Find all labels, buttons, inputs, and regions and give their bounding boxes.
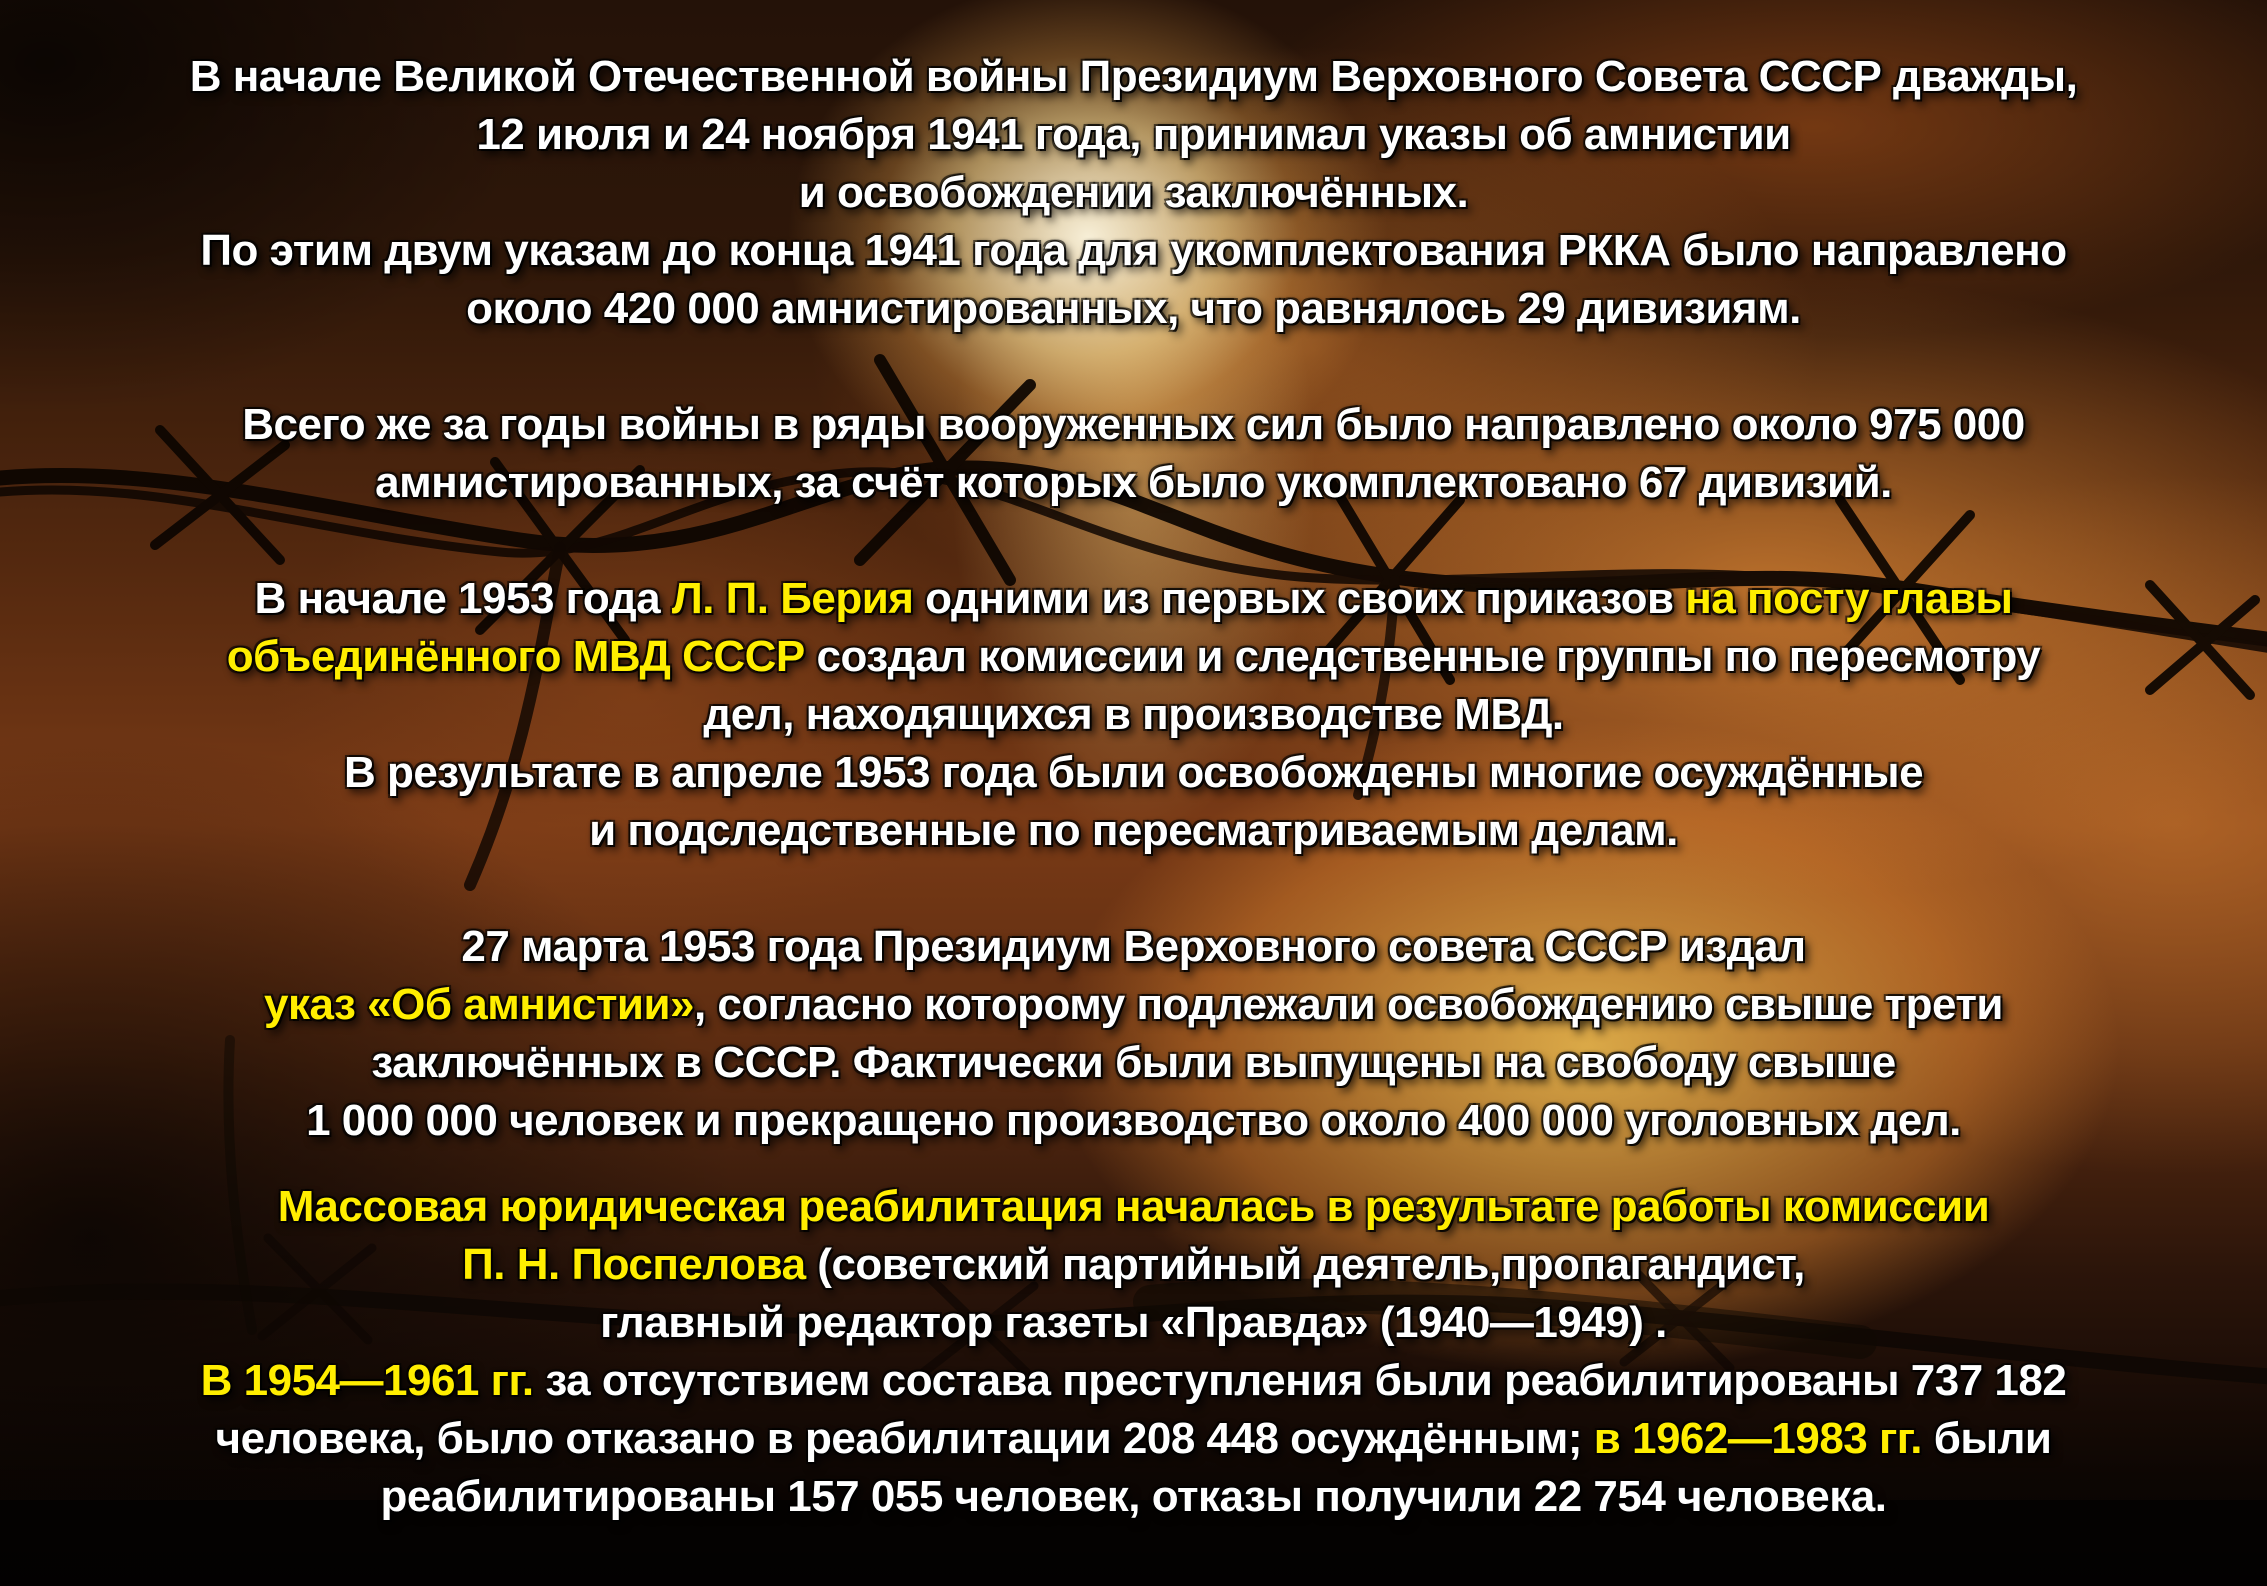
text-line: В начале Великой Отечественной войны Пре…: [0, 48, 2267, 106]
blank-line: [0, 512, 2267, 570]
text-segment: на посту главы: [1685, 574, 2013, 623]
text-line: Массовая юридическая реабилитация начала…: [0, 1178, 2267, 1236]
text-line: главный редактор газеты «Правда» (1940—1…: [0, 1294, 2267, 1352]
text-segment: Массовая юридическая реабилитация начала…: [277, 1182, 1990, 1231]
text-segment: главный редактор газеты «Правда» (1940—1…: [600, 1298, 1667, 1347]
text-segment: В 1954—1961 гг.: [200, 1356, 534, 1405]
text-line: Всего же за годы войны в ряды вооруженны…: [0, 396, 2267, 454]
text-segment: реабилитированы 157 055 человек, отказы …: [380, 1472, 1887, 1521]
text-segment: В результате в апреле 1953 года были осв…: [343, 748, 1924, 797]
text-line: В начале 1953 года Л. П. Берия одними из…: [0, 570, 2267, 628]
text-line: П. Н. Поспелова (советский партийный дея…: [0, 1236, 2267, 1294]
blank-line: [0, 1150, 2267, 1178]
text-segment: Всего же за годы войны в ряды вооруженны…: [242, 400, 2025, 449]
text-line: В 1954—1961 гг. за отсутствием состава п…: [0, 1352, 2267, 1410]
text-segment: человека, было отказано в реабилитации 2…: [215, 1414, 1594, 1463]
text-segment: По этим двум указам до конца 1941 года д…: [200, 226, 2067, 275]
text-line: около 420 000 амнистированных, что равня…: [0, 280, 2267, 338]
text-line: 1 000 000 человек и прекращено производс…: [0, 1092, 2267, 1150]
text-line: По этим двум указам до конца 1941 года д…: [0, 222, 2267, 280]
text-segment: П. Н. Поспелова: [462, 1240, 818, 1289]
text-line: заключённых в СССР. Фактически были выпу…: [0, 1034, 2267, 1092]
text-line: и подследственные по пересматриваемым де…: [0, 802, 2267, 860]
text-segment: заключённых в СССР. Фактически были выпу…: [371, 1038, 1896, 1087]
blank-line: [0, 338, 2267, 396]
text-segment: за отсутствием состава преступления были…: [533, 1356, 2067, 1405]
text-segment: , согласно которому подлежали освобожден…: [693, 980, 2003, 1029]
text-line: объединённого МВД СССР создал комиссии и…: [0, 628, 2267, 686]
text-segment: одними из первых своих приказов: [913, 574, 1686, 623]
text-segment: были: [1921, 1414, 2052, 1463]
text-segment: и подследственные по пересматриваемым де…: [589, 806, 1678, 855]
text-segment: и освобождении заключённых.: [798, 168, 1469, 217]
text-segment: В начале Великой Отечественной войны Пре…: [189, 52, 2078, 101]
text-segment: дел, находящихся в производстве МВД.: [703, 690, 1564, 739]
text-segment: указ «Об амнистии»: [264, 980, 694, 1029]
text-line: амнистированных, за счёт которых было ук…: [0, 454, 2267, 512]
blank-line: [0, 860, 2267, 918]
text-segment: создал комиссии и следственные группы по…: [804, 632, 2041, 681]
text-segment: Л. П. Берия: [671, 574, 914, 623]
text-line: реабилитированы 157 055 человек, отказы …: [0, 1468, 2267, 1526]
text-segment: около 420 000 амнистированных, что равня…: [466, 284, 1801, 333]
text-segment: 1 000 000 человек и прекращено производс…: [306, 1096, 1961, 1145]
text-segment: в 1962—1983 гг.: [1593, 1414, 1923, 1463]
text-segment: объединённого МВД СССР: [226, 632, 806, 681]
text-line: В результате в апреле 1953 года были осв…: [0, 744, 2267, 802]
text-segment: 27 марта 1953 года Президиум Верховного …: [461, 922, 1806, 971]
text-line: 27 марта 1953 года Президиум Верховного …: [0, 918, 2267, 976]
text-line: 12 июля и 24 ноября 1941 года, принимал …: [0, 106, 2267, 164]
text-line: указ «Об амнистии», согласно которому по…: [0, 976, 2267, 1034]
text-line: дел, находящихся в производстве МВД.: [0, 686, 2267, 744]
text-segment: амнистированных, за счёт которых было ук…: [375, 458, 1892, 507]
text-segment: (советский партийный деятель,пропагандис…: [817, 1240, 1805, 1289]
text-segment: 12 июля и 24 ноября 1941 года, принимал …: [476, 110, 1791, 159]
text-line: человека, было отказано в реабилитации 2…: [0, 1410, 2267, 1468]
text-segment: В начале 1953 года: [254, 574, 672, 623]
text-line: и освобождении заключённых.: [0, 164, 2267, 222]
